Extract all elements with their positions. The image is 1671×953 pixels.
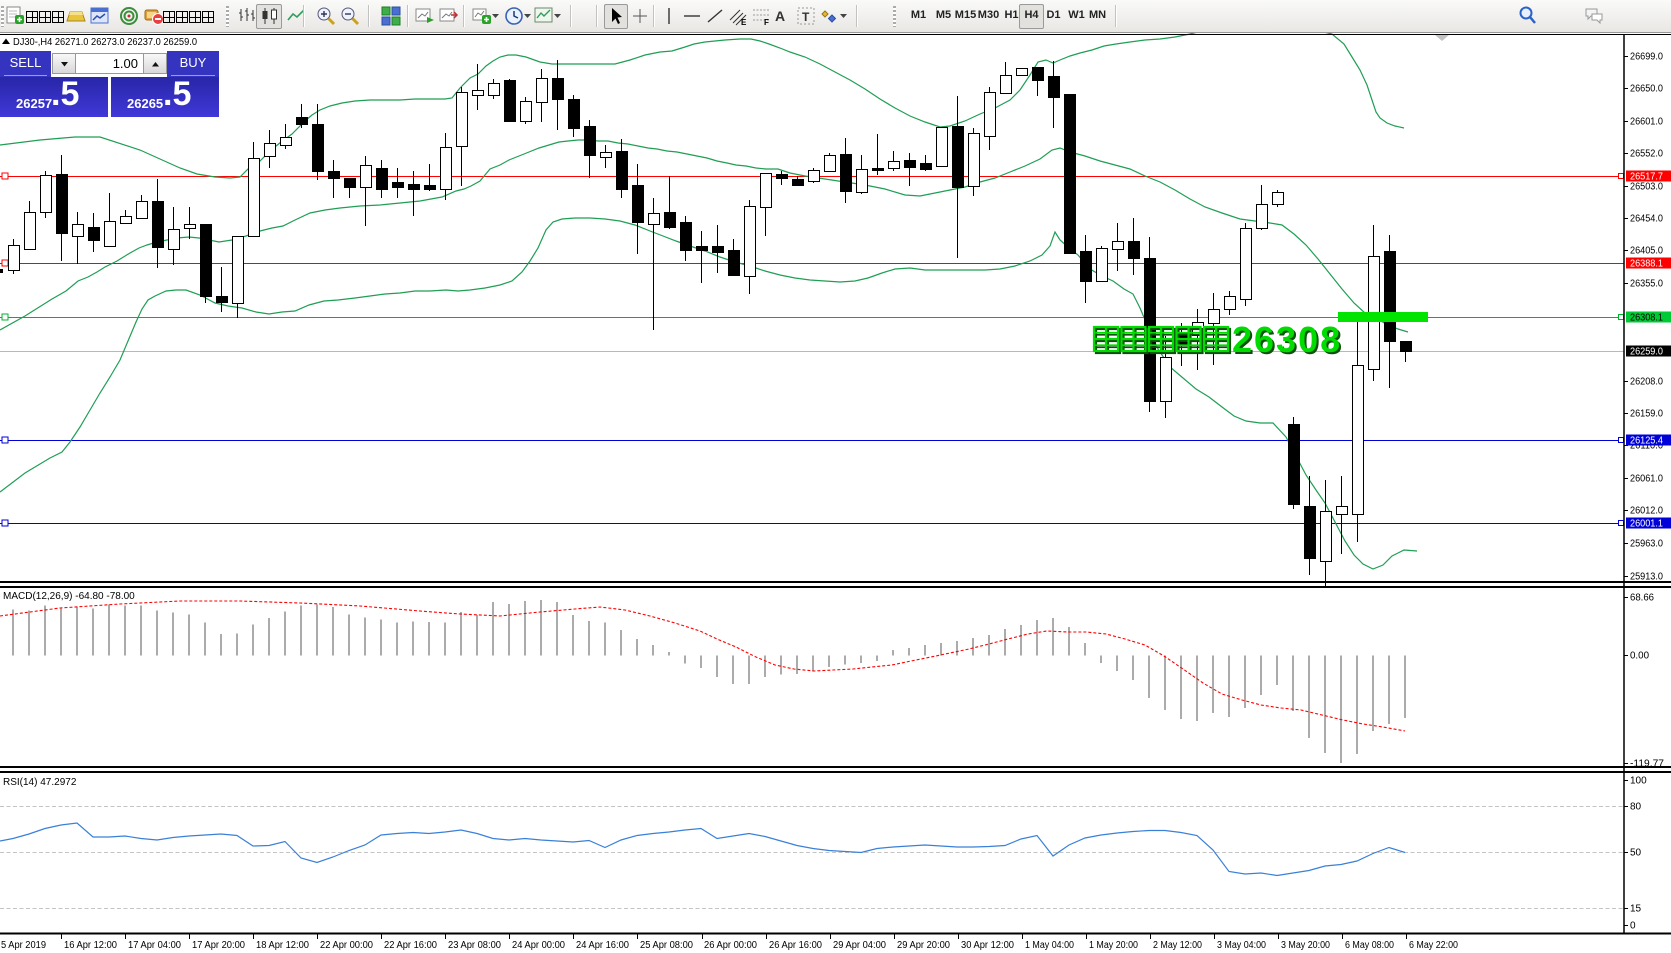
svg-text:26308.1: 26308.1 — [1630, 313, 1663, 324]
svg-text:6 May 22:00: 6 May 22:00 — [1409, 940, 1458, 951]
svg-text:18 Apr 12:00: 18 Apr 12:00 — [256, 940, 309, 951]
svg-text:80: 80 — [1630, 802, 1642, 813]
svg-text:26159.0: 26159.0 — [1630, 409, 1663, 420]
svg-text:25963.0: 25963.0 — [1630, 539, 1663, 550]
svg-text:2 May 12:00: 2 May 12:00 — [1153, 940, 1202, 951]
svg-text:0.00: 0.00 — [1630, 651, 1649, 662]
svg-text:3 May 20:00: 3 May 20:00 — [1281, 940, 1330, 951]
svg-text:22 Apr 16:00: 22 Apr 16:00 — [384, 940, 437, 951]
svg-text:24 Apr 00:00: 24 Apr 00:00 — [512, 940, 565, 951]
svg-text:26061.0: 26061.0 — [1630, 474, 1663, 485]
svg-text:26 Apr 16:00: 26 Apr 16:00 — [769, 940, 822, 951]
svg-text:22 Apr 00:00: 22 Apr 00:00 — [320, 940, 373, 951]
svg-text:26355.0: 26355.0 — [1630, 279, 1663, 290]
svg-text:26552.0: 26552.0 — [1630, 149, 1663, 160]
svg-text:26388.1: 26388.1 — [1630, 259, 1663, 270]
svg-text:26110.0: 26110.0 — [1630, 441, 1663, 452]
svg-text:MACD(12,26,9) -64.80 -78.00: MACD(12,26,9) -64.80 -78.00 — [3, 591, 135, 602]
svg-text:0: 0 — [1630, 921, 1636, 932]
svg-text:68.66: 68.66 — [1630, 593, 1654, 604]
svg-text:26 Apr 00:00: 26 Apr 00:00 — [704, 940, 757, 951]
svg-text:T: T — [802, 10, 810, 24]
svg-text:1 May 20:00: 1 May 20:00 — [1089, 940, 1138, 951]
svg-text:F: F — [764, 18, 769, 26]
svg-text:26454.0: 26454.0 — [1630, 214, 1663, 225]
svg-text:E: E — [741, 18, 747, 26]
svg-text:26259.0: 26259.0 — [1630, 347, 1663, 358]
svg-text:26405.0: 26405.0 — [1630, 246, 1663, 257]
svg-text:23 Apr 08:00: 23 Apr 08:00 — [448, 940, 501, 951]
svg-text:26503.0: 26503.0 — [1630, 182, 1663, 193]
svg-text:25913.0: 25913.0 — [1630, 572, 1663, 583]
svg-text:26699.0: 26699.0 — [1630, 52, 1663, 63]
svg-text:17 Apr 20:00: 17 Apr 20:00 — [192, 940, 245, 951]
svg-text:16 Apr 12:00: 16 Apr 12:00 — [64, 940, 117, 951]
svg-text:-119.77: -119.77 — [1630, 759, 1664, 770]
svg-text:100: 100 — [1630, 776, 1647, 787]
svg-text:5 Apr 2019: 5 Apr 2019 — [1, 940, 46, 951]
svg-text:26601.0: 26601.0 — [1630, 117, 1663, 128]
svg-text:26208.0: 26208.0 — [1630, 377, 1663, 388]
svg-text:26308: 26308 — [1232, 319, 1342, 360]
svg-text:26517.7: 26517.7 — [1630, 172, 1663, 183]
svg-text:29 Apr 04:00: 29 Apr 04:00 — [833, 940, 886, 951]
svg-text:26308: 26308 — [1234, 321, 1344, 362]
svg-text:RSI(14) 47.2972: RSI(14) 47.2972 — [3, 777, 77, 788]
svg-text:50: 50 — [1630, 848, 1642, 859]
svg-text:DJ30-,H4 26271.0 26273.0 2623: DJ30-,H4 26271.0 26273.0 26237.0 26259.0 — [13, 37, 197, 48]
svg-text:25 Apr 08:00: 25 Apr 08:00 — [640, 940, 693, 951]
svg-text:26125.4: 26125.4 — [1630, 436, 1663, 447]
svg-text:15: 15 — [1630, 904, 1642, 915]
svg-text:26012.0: 26012.0 — [1630, 506, 1663, 517]
svg-text:3 May 04:00: 3 May 04:00 — [1217, 940, 1266, 951]
svg-text:26001.1: 26001.1 — [1630, 519, 1663, 530]
svg-text:6 May 08:00: 6 May 08:00 — [1345, 940, 1394, 951]
svg-text:26650.0: 26650.0 — [1630, 84, 1663, 95]
svg-text:30 Apr 12:00: 30 Apr 12:00 — [961, 940, 1014, 951]
svg-text:29 Apr 20:00: 29 Apr 20:00 — [897, 940, 950, 951]
svg-text:1 May 04:00: 1 May 04:00 — [1025, 940, 1074, 951]
svg-text:17 Apr 04:00: 17 Apr 04:00 — [128, 940, 181, 951]
svg-text:24 Apr 16:00: 24 Apr 16:00 — [576, 940, 629, 951]
